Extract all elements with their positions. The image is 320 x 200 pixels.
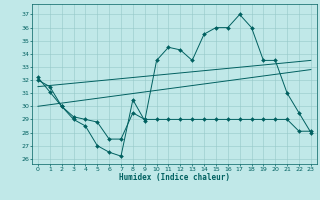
X-axis label: Humidex (Indice chaleur): Humidex (Indice chaleur) xyxy=(119,173,230,182)
